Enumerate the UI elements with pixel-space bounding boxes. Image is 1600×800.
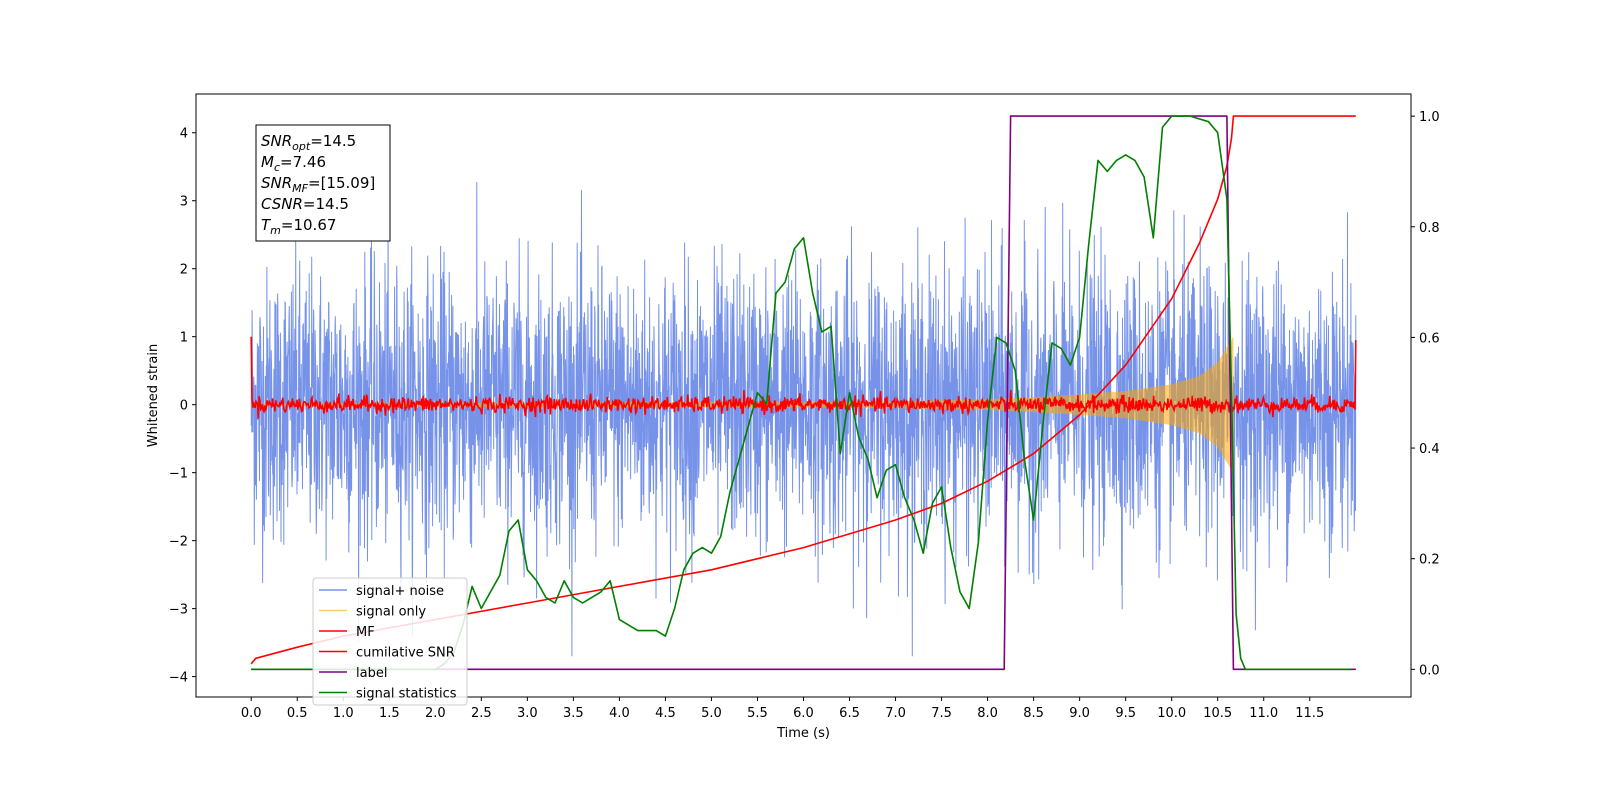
x-tick-label: 2.5 (471, 706, 492, 721)
legend-entry-label: signal+ noise (356, 584, 444, 599)
x-tick-label: 4.0 (609, 706, 630, 721)
legend-entry-label: signal statistics (356, 687, 457, 702)
legend: signal+ noise signal only MF cumilative SNR… (312, 577, 468, 706)
annotation-line: SNRMF=[15.09] (261, 174, 375, 195)
x-tick-label: 11.5 (1295, 706, 1324, 721)
x-tick-label: 7.0 (885, 706, 906, 721)
series-signal-statistics-line (251, 115, 1352, 671)
y-right-tick-label: 0.4 (1419, 442, 1440, 457)
y-left-tick-label: 0 (180, 399, 188, 414)
annotation-line: SNRopt=14.5 (261, 132, 356, 153)
annotation-frame (255, 124, 391, 242)
annotation-line: Tm=10.67 (261, 216, 336, 237)
series-signal-noise-line (250, 181, 1357, 657)
y-right-tick-label: 0.6 (1419, 331, 1440, 346)
x-tick-label: 5.0 (701, 706, 722, 721)
annotation-line: Mc=7.46 (261, 153, 326, 174)
x-tick-label: 6.0 (793, 706, 814, 721)
y-left-tick-label: 3 (180, 195, 188, 210)
y-left-tick-label: −4 (169, 671, 188, 686)
legend-entry-label: MF (356, 625, 375, 640)
ticks: 0.0 0.5 1.0 1.5 2.0 2.5 3.0 3.5 4.0 4.5 5.0 5.5 6.0 6… (169, 110, 1440, 721)
x-tick-label: 8.5 (1023, 706, 1044, 721)
annotation-box: SNRopt=14.5Mc=7.46SNRMF=[15.09]CSNR=14.5… (255, 124, 391, 242)
legend-frame (312, 577, 468, 706)
x-tick-label: 4.5 (655, 706, 676, 721)
x-tick-label: 9.0 (1069, 706, 1090, 721)
x-tick-label: 6.5 (839, 706, 860, 721)
y-left-tick-label: −2 (169, 535, 188, 550)
x-tick-label: 8.0 (977, 706, 998, 721)
y-left-tick-label: 1 (180, 331, 188, 346)
x-tick-label: 2.0 (425, 706, 446, 721)
x-tick-label: 9.5 (1115, 706, 1136, 721)
y-left-tick-label: −3 (169, 603, 188, 618)
y-right-tick-label: 0.8 (1419, 221, 1440, 236)
legend-entry-label: cumilative SNR (356, 646, 455, 661)
x-tick-label: 10.0 (1157, 706, 1186, 721)
series-mf-line (250, 336, 1357, 419)
legend-entry-label: signal only (356, 605, 426, 620)
annotation-line: CSNR=14.5 (261, 195, 349, 213)
x-tick-label: 1.5 (379, 706, 400, 721)
y-left-tick-label: 2 (180, 263, 188, 278)
y-left-tick-label: 4 (180, 127, 188, 142)
y-axis-label: Whitened strain (146, 344, 161, 447)
x-tick-label: 11.0 (1249, 706, 1278, 721)
y-right-tick-label: 0.2 (1419, 553, 1440, 568)
x-tick-label: 7.5 (931, 706, 952, 721)
y-left-tick-label: −1 (169, 467, 188, 482)
x-tick-label: 3.0 (517, 706, 538, 721)
x-axis-label: Time (s) (776, 726, 830, 741)
x-tick-label: 0.5 (287, 706, 308, 721)
legend-entry-label: label (356, 666, 387, 681)
x-tick-label: 0.0 (241, 706, 262, 721)
x-tick-label: 3.5 (563, 706, 584, 721)
x-tick-label: 5.5 (747, 706, 768, 721)
y-right-tick-label: 1.0 (1419, 110, 1440, 125)
y-right-tick-label: 0.0 (1419, 663, 1440, 678)
x-tick-label: 10.5 (1203, 706, 1232, 721)
x-tick-label: 1.0 (333, 706, 354, 721)
